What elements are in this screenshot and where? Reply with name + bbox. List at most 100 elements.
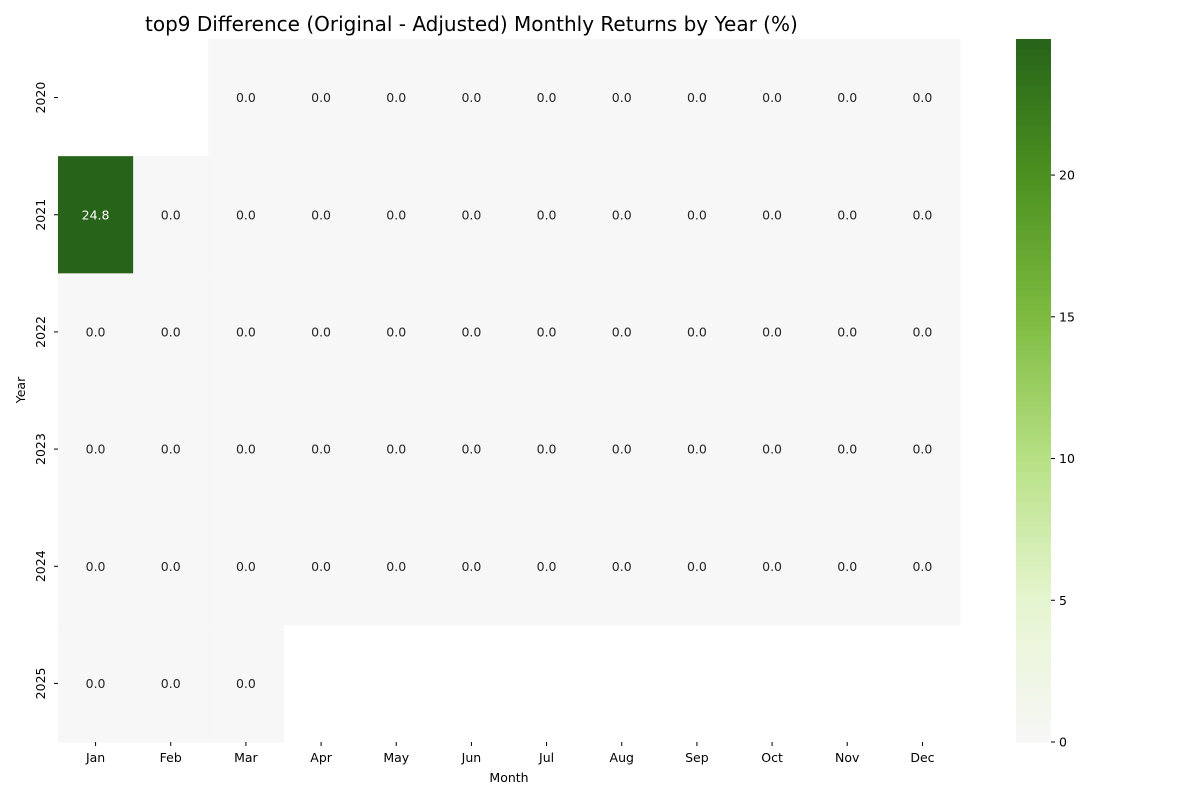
- colorbar-band: [1016, 295, 1051, 301]
- heatmap-cell: [809, 507, 886, 626]
- colorbar-band: [1016, 335, 1051, 341]
- cell-value-label: 0.0: [311, 559, 331, 574]
- colorbar-band: [1016, 490, 1051, 497]
- colorbar-band: [1016, 184, 1051, 191]
- heatmap-cell: [58, 624, 134, 743]
- colorbar-band: [1016, 420, 1051, 427]
- colorbar-band: [1016, 385, 1051, 392]
- cell-value-label: 0.0: [837, 324, 857, 339]
- colorbar-band: [1016, 234, 1051, 241]
- colorbar-band: [1016, 179, 1051, 186]
- colorbar-band: [1016, 244, 1051, 251]
- cell-value-label: 0.0: [86, 324, 106, 339]
- colorbar-band: [1016, 626, 1051, 633]
- colorbar-tick-label: 20: [1059, 168, 1075, 183]
- colorbar-band: [1016, 144, 1051, 151]
- colorbar-band: [1016, 736, 1051, 743]
- colorbar-band: [1016, 159, 1051, 166]
- colorbar-band: [1016, 631, 1051, 638]
- colorbar-band: [1016, 280, 1051, 286]
- cell-value-label: 0.0: [161, 442, 181, 457]
- colorbar-band: [1016, 425, 1051, 432]
- heatmap-cell: [58, 273, 134, 391]
- cell-value-label: 0.0: [762, 559, 782, 574]
- cell-value-label: 0.0: [687, 324, 707, 339]
- heatmap-cell: [58, 390, 134, 509]
- heatmap-cell: [358, 507, 435, 626]
- y-tick-label: 2023: [33, 433, 48, 465]
- x-tick-label: Dec: [910, 750, 934, 765]
- heatmap-cell: [659, 507, 735, 626]
- colorbar-band: [1016, 139, 1051, 146]
- colorbar-band: [1016, 646, 1051, 653]
- colorbar-tick-label: 0: [1059, 735, 1067, 750]
- colorbar-band: [1016, 149, 1051, 156]
- colorbar-band: [1016, 79, 1051, 85]
- colorbar-band: [1016, 691, 1051, 698]
- cell-value-label: 0.0: [537, 90, 557, 105]
- colorbar-band: [1016, 701, 1051, 708]
- colorbar-band: [1016, 511, 1051, 517]
- colorbar-band: [1016, 390, 1051, 397]
- y-tick-label: 2020: [33, 82, 48, 114]
- colorbar-band: [1016, 521, 1051, 527]
- cell-value-label: 0.0: [161, 324, 181, 339]
- heatmap-cell: [283, 390, 360, 509]
- colorbar-band: [1016, 129, 1051, 136]
- heatmap-cell: [509, 273, 585, 391]
- x-tick-label: Feb: [160, 750, 182, 765]
- cell-value-label: 0.0: [762, 442, 782, 457]
- heatmap-cell: [659, 273, 735, 391]
- colorbar-band: [1016, 340, 1051, 346]
- cell-value-label: 0.0: [612, 559, 632, 574]
- colorbar-band: [1016, 395, 1051, 402]
- heatmap-cell: [433, 507, 510, 626]
- cell-value-label: 0.0: [762, 207, 782, 222]
- chart-title: top9 Difference (Original - Adjusted) Mo…: [145, 12, 798, 36]
- cell-value-label: 0.0: [461, 207, 481, 222]
- colorbar-band: [1016, 345, 1051, 351]
- colorbar-band: [1016, 275, 1051, 281]
- heatmap-cell: [884, 156, 961, 274]
- colorbar-band: [1016, 189, 1051, 196]
- colorbar-band: [1016, 59, 1051, 65]
- cell-value-label: 0.0: [912, 207, 932, 222]
- colorbar-band: [1016, 475, 1051, 482]
- colorbar-band: [1016, 651, 1051, 658]
- heatmap-cell: [509, 156, 585, 274]
- colorbar-band: [1016, 621, 1051, 628]
- cell-value-label: 0.0: [912, 90, 932, 105]
- heatmap-cell: [358, 390, 435, 509]
- colorbar-band: [1016, 586, 1051, 592]
- colorbar-band: [1016, 696, 1051, 703]
- cell-value-label: 0.0: [912, 324, 932, 339]
- colorbar-band: [1016, 214, 1051, 221]
- colorbar-band: [1016, 224, 1051, 231]
- colorbar-band: [1016, 134, 1051, 141]
- colorbar-band: [1016, 290, 1051, 296]
- colorbar-band: [1016, 365, 1051, 372]
- colorbar-band: [1016, 320, 1051, 326]
- colorbar-band: [1016, 44, 1051, 50]
- cell-value-label: 0.0: [912, 559, 932, 574]
- colorbar-band: [1016, 576, 1051, 582]
- cell-value-label: 0.0: [86, 676, 106, 691]
- colorbar-band: [1016, 39, 1051, 45]
- colorbar-band: [1016, 174, 1051, 181]
- cell-value-label: 0.0: [236, 324, 256, 339]
- cell-value-label: 0.0: [386, 324, 406, 339]
- y-axis-label: Year: [13, 376, 28, 404]
- colorbar-band: [1016, 465, 1051, 472]
- colorbar-band: [1016, 596, 1051, 602]
- colorbar-band: [1016, 636, 1051, 643]
- colorbar-band: [1016, 194, 1051, 201]
- cell-value-label: 0.0: [612, 90, 632, 105]
- heatmap-cell: [208, 39, 284, 157]
- colorbar-band: [1016, 656, 1051, 663]
- cell-value-label: 0.0: [236, 676, 256, 691]
- colorbar-band: [1016, 380, 1051, 387]
- colorbar-band: [1016, 164, 1051, 171]
- heatmap-cell: [809, 390, 886, 509]
- colorbar-band: [1016, 69, 1051, 75]
- colorbar-band: [1016, 264, 1051, 271]
